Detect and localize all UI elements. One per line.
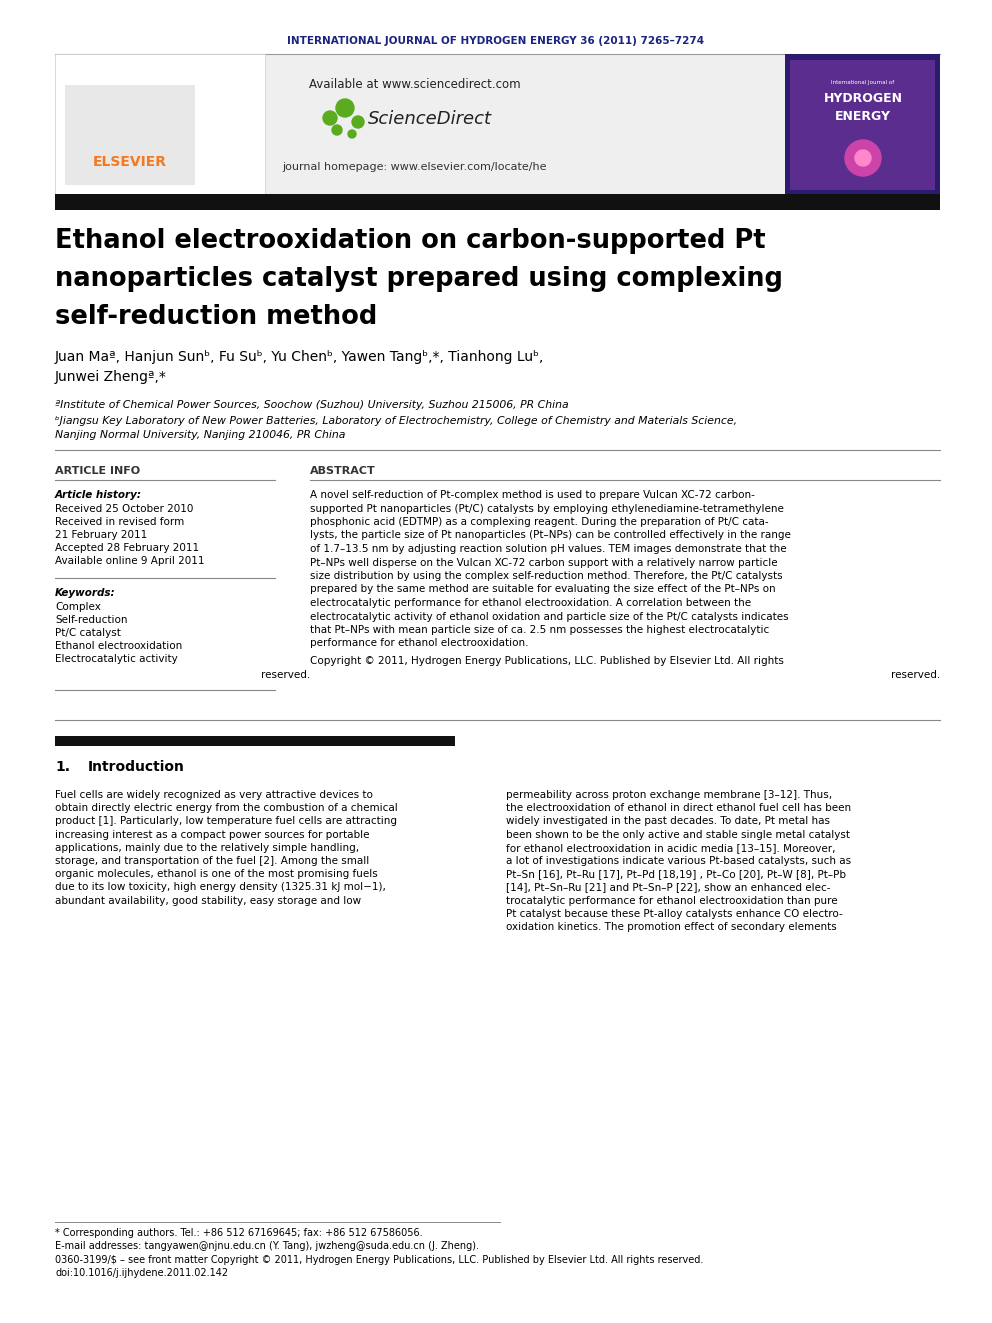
Text: 21 February 2011: 21 February 2011 bbox=[55, 531, 147, 540]
Text: Article history:: Article history: bbox=[55, 490, 142, 500]
Text: lysts, the particle size of Pt nanoparticles (Pt–NPs) can be controlled effectiv: lysts, the particle size of Pt nanoparti… bbox=[310, 531, 791, 541]
Text: ªInstitute of Chemical Power Sources, Soochow (Suzhou) University, Suzhou 215006: ªInstitute of Chemical Power Sources, So… bbox=[55, 400, 568, 410]
Text: organic molecules, ethanol is one of the most promising fuels: organic molecules, ethanol is one of the… bbox=[55, 869, 378, 880]
Text: Received in revised form: Received in revised form bbox=[55, 517, 185, 527]
Bar bbox=[790, 60, 935, 191]
Circle shape bbox=[845, 140, 881, 176]
Text: prepared by the same method are suitable for evaluating the size effect of the P: prepared by the same method are suitable… bbox=[310, 585, 776, 594]
Bar bbox=[785, 54, 940, 194]
Bar bbox=[55, 54, 785, 194]
Text: Accepted 28 February 2011: Accepted 28 February 2011 bbox=[55, 542, 199, 553]
Text: a lot of investigations indicate various Pt-based catalysts, such as: a lot of investigations indicate various… bbox=[506, 856, 851, 867]
Text: Ethanol electrooxidation: Ethanol electrooxidation bbox=[55, 642, 183, 651]
Text: [14], Pt–Sn–Ru [21] and Pt–Sn–P [22], show an enhanced elec-: [14], Pt–Sn–Ru [21] and Pt–Sn–P [22], sh… bbox=[506, 882, 830, 893]
Text: Available at www.sciencedirect.com: Available at www.sciencedirect.com bbox=[310, 78, 521, 91]
Text: increasing interest as a compact power sources for portable: increasing interest as a compact power s… bbox=[55, 830, 369, 840]
Text: obtain directly electric energy from the combustion of a chemical: obtain directly electric energy from the… bbox=[55, 803, 398, 814]
Text: Received 25 October 2010: Received 25 October 2010 bbox=[55, 504, 193, 515]
Text: permeability across proton exchange membrane [3–12]. Thus,: permeability across proton exchange memb… bbox=[506, 790, 832, 800]
Text: journal homepage: www.elsevier.com/locate/he: journal homepage: www.elsevier.com/locat… bbox=[283, 161, 548, 172]
Text: trocatalytic performance for ethanol electrooxidation than pure: trocatalytic performance for ethanol ele… bbox=[506, 896, 837, 906]
Text: nanoparticles catalyst prepared using complexing: nanoparticles catalyst prepared using co… bbox=[55, 266, 783, 292]
Text: ᵇJiangsu Key Laboratory of New Power Batteries, Laboratory of Electrochemistry, : ᵇJiangsu Key Laboratory of New Power Bat… bbox=[55, 415, 737, 426]
Circle shape bbox=[336, 99, 354, 116]
Text: Available online 9 April 2011: Available online 9 April 2011 bbox=[55, 556, 204, 566]
Text: Ethanol electrooxidation on carbon-supported Pt: Ethanol electrooxidation on carbon-suppo… bbox=[55, 228, 766, 254]
Text: Introduction: Introduction bbox=[88, 759, 185, 774]
Circle shape bbox=[352, 116, 364, 128]
Bar bbox=[65, 85, 195, 185]
Text: Pt–NPs well disperse on the Vulcan XC-72 carbon support with a relatively narrow: Pt–NPs well disperse on the Vulcan XC-72… bbox=[310, 557, 778, 568]
Text: widely investigated in the past decades. To date, Pt metal has: widely investigated in the past decades.… bbox=[506, 816, 830, 827]
Text: reserved.: reserved. bbox=[261, 669, 310, 680]
Text: ELSEVIER: ELSEVIER bbox=[93, 155, 167, 169]
Text: electrocatalytic performance for ethanol electrooxidation. A correlation between: electrocatalytic performance for ethanol… bbox=[310, 598, 751, 609]
Text: HYDROGEN: HYDROGEN bbox=[823, 93, 903, 105]
Text: Nanjing Normal University, Nanjing 210046, PR China: Nanjing Normal University, Nanjing 21004… bbox=[55, 430, 345, 441]
Text: storage, and transportation of the fuel [2]. Among the small: storage, and transportation of the fuel … bbox=[55, 856, 369, 867]
Text: Copyright © 2011, Hydrogen Energy Publications, LLC. Published by Elsevier Ltd. : Copyright © 2011, Hydrogen Energy Public… bbox=[310, 656, 784, 665]
Circle shape bbox=[332, 124, 342, 135]
Text: Electrocatalytic activity: Electrocatalytic activity bbox=[55, 654, 178, 664]
Text: due to its low toxicity, high energy density (1325.31 kJ mol−1),: due to its low toxicity, high energy den… bbox=[55, 882, 386, 893]
Circle shape bbox=[855, 149, 871, 165]
Text: Pt catalyst because these Pt-alloy catalysts enhance CO electro-: Pt catalyst because these Pt-alloy catal… bbox=[506, 909, 843, 918]
Text: that Pt–NPs with mean particle size of ca. 2.5 nm possesses the highest electroc: that Pt–NPs with mean particle size of c… bbox=[310, 624, 769, 635]
Bar bbox=[55, 54, 265, 194]
Text: been shown to be the only active and stable single metal catalyst: been shown to be the only active and sta… bbox=[506, 830, 850, 840]
Text: phosphonic acid (EDTMP) as a complexing reagent. During the preparation of Pt/C : phosphonic acid (EDTMP) as a complexing … bbox=[310, 517, 769, 527]
Text: oxidation kinetics. The promotion effect of secondary elements: oxidation kinetics. The promotion effect… bbox=[506, 922, 836, 931]
Text: supported Pt nanoparticles (Pt/C) catalysts by employing ethylenediamine-tetrame: supported Pt nanoparticles (Pt/C) cataly… bbox=[310, 504, 784, 513]
Text: the electrooxidation of ethanol in direct ethanol fuel cell has been: the electrooxidation of ethanol in direc… bbox=[506, 803, 851, 814]
Text: self-reduction method: self-reduction method bbox=[55, 304, 377, 329]
Bar bbox=[55, 194, 940, 210]
Text: size distribution by using the complex self-reduction method. Therefore, the Pt/: size distribution by using the complex s… bbox=[310, 572, 783, 581]
Text: Juan Maª, Hanjun Sunᵇ, Fu Suᵇ, Yu Chenᵇ, Yawen Tangᵇ,*, Tianhong Luᵇ,: Juan Maª, Hanjun Sunᵇ, Fu Suᵇ, Yu Chenᵇ,… bbox=[55, 351, 545, 364]
Text: A novel self-reduction of Pt-complex method is used to prepare Vulcan XC-72 carb: A novel self-reduction of Pt-complex met… bbox=[310, 490, 755, 500]
Text: product [1]. Particularly, low temperature fuel cells are attracting: product [1]. Particularly, low temperatu… bbox=[55, 816, 397, 827]
Text: International Journal of: International Journal of bbox=[831, 79, 895, 85]
Text: Complex: Complex bbox=[55, 602, 101, 613]
Text: abundant availability, good stability, easy storage and low: abundant availability, good stability, e… bbox=[55, 896, 361, 906]
Text: ENERGY: ENERGY bbox=[835, 110, 891, 123]
Circle shape bbox=[348, 130, 356, 138]
Text: doi:10.1016/j.ijhydene.2011.02.142: doi:10.1016/j.ijhydene.2011.02.142 bbox=[55, 1267, 228, 1278]
Text: E-mail addresses: tangyawen@njnu.edu.cn (Y. Tang), jwzheng@suda.edu.cn (J. Zheng: E-mail addresses: tangyawen@njnu.edu.cn … bbox=[55, 1241, 479, 1252]
Text: INTERNATIONAL JOURNAL OF HYDROGEN ENERGY 36 (2011) 7265–7274: INTERNATIONAL JOURNAL OF HYDROGEN ENERGY… bbox=[288, 36, 704, 46]
Text: * Corresponding authors. Tel.: +86 512 67169645; fax: +86 512 67586056.: * Corresponding authors. Tel.: +86 512 6… bbox=[55, 1228, 423, 1238]
Text: ABSTRACT: ABSTRACT bbox=[310, 466, 376, 476]
Text: ScienceDirect: ScienceDirect bbox=[368, 110, 492, 128]
Text: Junwei Zhengª,*: Junwei Zhengª,* bbox=[55, 370, 167, 384]
Bar bbox=[55, 736, 455, 746]
Text: performance for ethanol electrooxidation.: performance for ethanol electrooxidation… bbox=[310, 639, 529, 648]
Text: Pt–Sn [16], Pt–Ru [17], Pt–Pd [18,19] , Pt–Co [20], Pt–W [8], Pt–Pb: Pt–Sn [16], Pt–Ru [17], Pt–Pd [18,19] , … bbox=[506, 869, 846, 880]
Text: 0360-3199/$ – see front matter Copyright © 2011, Hydrogen Energy Publications, L: 0360-3199/$ – see front matter Copyright… bbox=[55, 1256, 703, 1265]
Text: Keywords:: Keywords: bbox=[55, 587, 116, 598]
Text: for ethanol electrooxidation in acidic media [13–15]. Moreover,: for ethanol electrooxidation in acidic m… bbox=[506, 843, 835, 853]
Text: of 1.7–13.5 nm by adjusting reaction solution pH values. TEM images demonstrate : of 1.7–13.5 nm by adjusting reaction sol… bbox=[310, 544, 787, 554]
Circle shape bbox=[323, 111, 337, 124]
Text: applications, mainly due to the relatively simple handling,: applications, mainly due to the relative… bbox=[55, 843, 359, 853]
Text: Pt/C catalyst: Pt/C catalyst bbox=[55, 628, 121, 638]
Text: electrocatalytic activity of ethanol oxidation and particle size of the Pt/C cat: electrocatalytic activity of ethanol oxi… bbox=[310, 611, 789, 622]
Text: reserved.: reserved. bbox=[891, 669, 940, 680]
Text: Self-reduction: Self-reduction bbox=[55, 615, 128, 624]
Text: Fuel cells are widely recognized as very attractive devices to: Fuel cells are widely recognized as very… bbox=[55, 790, 373, 800]
Text: 1.: 1. bbox=[55, 759, 70, 774]
Text: ARTICLE INFO: ARTICLE INFO bbox=[55, 466, 140, 476]
